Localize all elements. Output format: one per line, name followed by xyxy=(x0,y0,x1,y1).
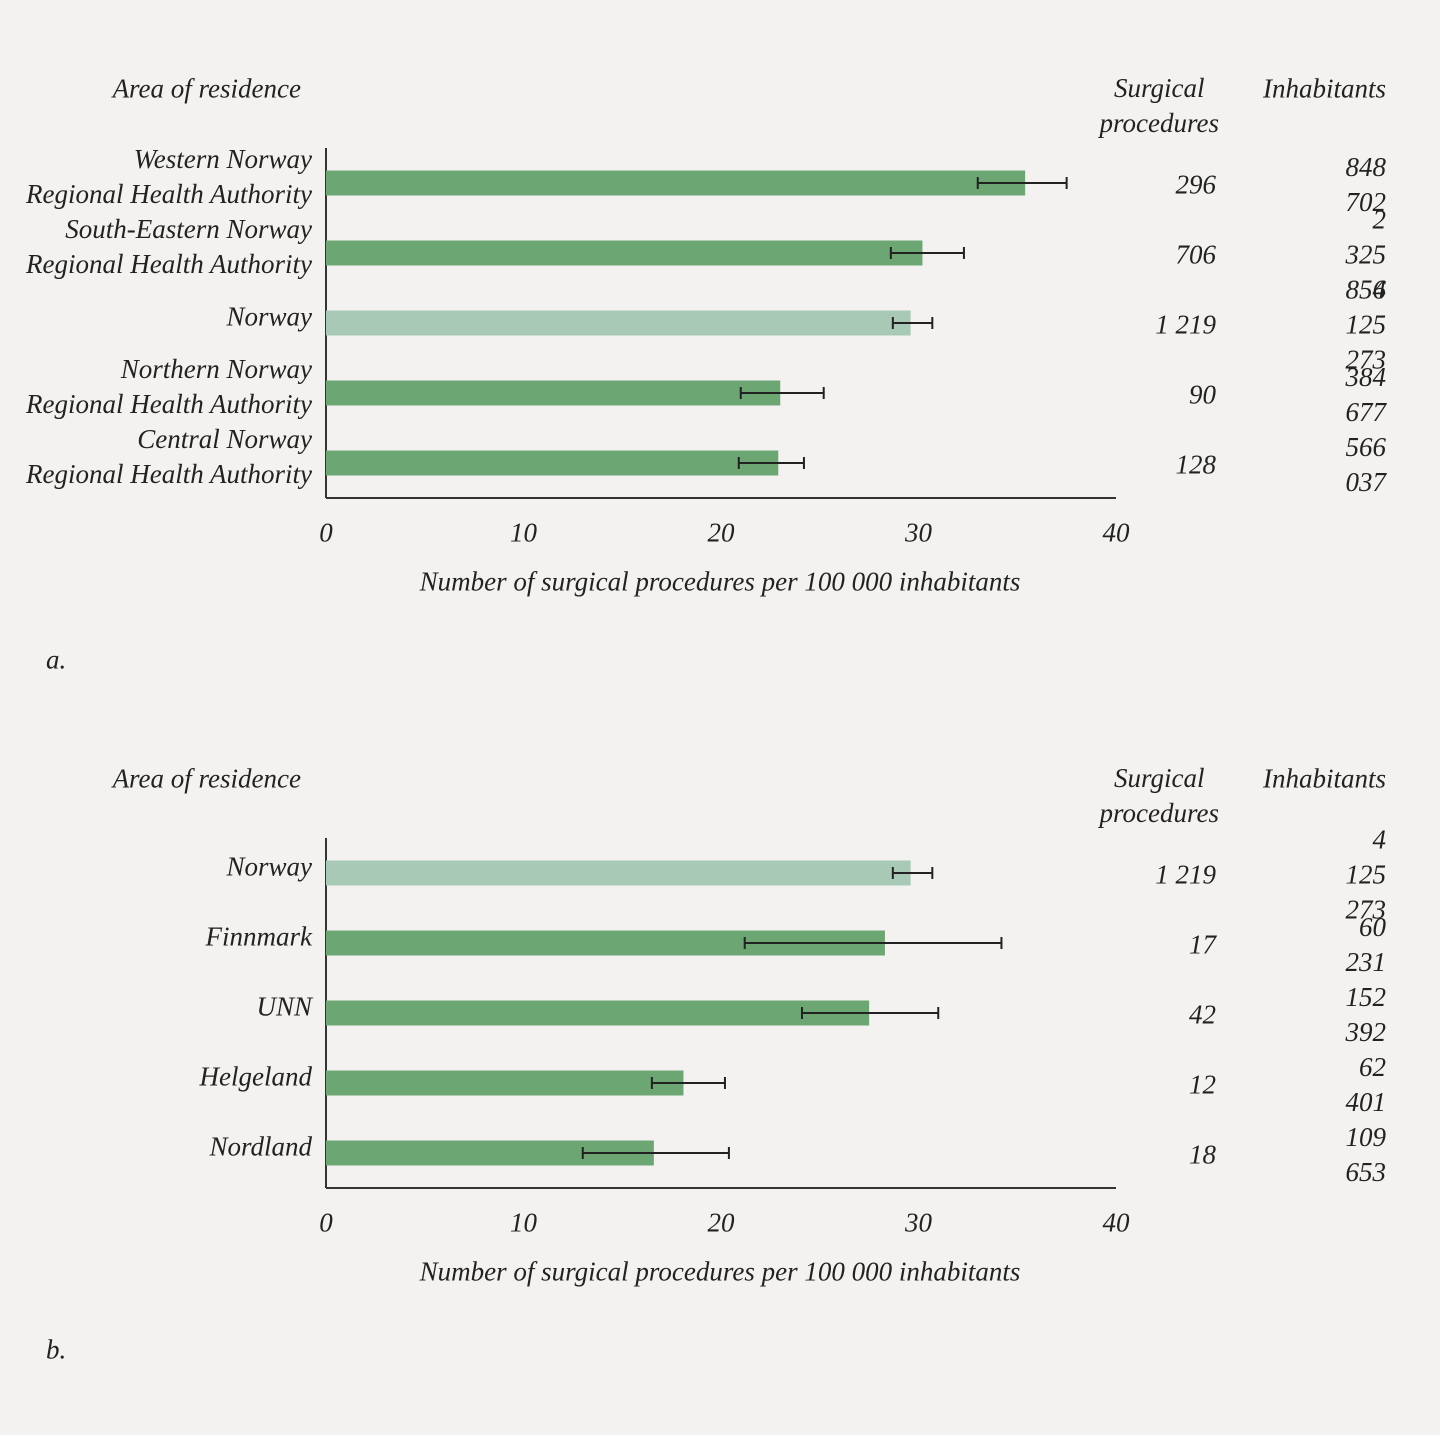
table-cell: 62 401 xyxy=(1345,1052,1387,1117)
x-tick-label: 40 xyxy=(1102,1207,1130,1238)
column-header: Surgical procedures xyxy=(1099,763,1219,828)
table-cell: 152 392 xyxy=(1345,982,1387,1047)
table-cell: 706 xyxy=(1175,239,1217,270)
error-bar xyxy=(891,317,934,329)
error-bar xyxy=(739,387,825,399)
table-cell: 1 219 xyxy=(1155,859,1216,890)
bar xyxy=(326,240,923,266)
table-cell: 128 xyxy=(1175,449,1217,480)
table-cell: 90 xyxy=(1189,379,1216,410)
error-bar xyxy=(743,937,1003,949)
category-label: Norway xyxy=(226,851,312,882)
table-cell: 12 xyxy=(1189,1069,1216,1100)
category-header: Area of residence xyxy=(112,763,301,794)
table-cell: 18 xyxy=(1189,1139,1216,1170)
bar xyxy=(326,1000,870,1026)
table-cell: 60 231 xyxy=(1345,912,1387,977)
column-header: Inhabitants xyxy=(1262,763,1386,794)
x-tick-label: 40 xyxy=(1102,517,1130,548)
x-axis-label: Number of surgical procedures per 100 00… xyxy=(419,566,1021,597)
category-label: UNN xyxy=(256,991,312,1022)
table-cell: 4 125 273 xyxy=(1345,824,1387,925)
category-label: Western Norway Regional Health Authority xyxy=(26,144,312,209)
category-label: Finnmark xyxy=(205,921,312,952)
error-bar xyxy=(891,867,934,879)
table-cell: 42 xyxy=(1189,999,1216,1030)
bar xyxy=(326,1070,684,1096)
panel-label: a. xyxy=(46,644,67,675)
bar xyxy=(326,170,1026,196)
panel-label: b. xyxy=(46,1334,67,1365)
x-tick-label: 30 xyxy=(905,517,932,548)
table-cell: 17 xyxy=(1189,929,1216,960)
x-tick-label: 30 xyxy=(905,1207,932,1238)
category-label: Central Norway Regional Health Authority xyxy=(26,424,312,489)
error-bar xyxy=(800,1007,940,1019)
error-bar xyxy=(889,247,965,259)
x-tick-label: 0 xyxy=(319,1207,333,1238)
category-label: Nordland xyxy=(209,1131,312,1162)
column-header: Surgical procedures xyxy=(1099,73,1219,138)
x-tick-label: 20 xyxy=(707,517,735,548)
bar xyxy=(326,380,781,406)
category-header: Area of residence xyxy=(112,73,301,104)
x-tick-label: 10 xyxy=(510,517,537,548)
category-label: Norway xyxy=(226,301,312,332)
error-bar xyxy=(581,1147,730,1159)
x-tick-label: 20 xyxy=(707,1207,735,1238)
table-cell: 2 325 856 xyxy=(1345,204,1387,305)
error-bar xyxy=(650,1077,726,1089)
table-cell: 848 702 xyxy=(1345,152,1387,217)
bar xyxy=(326,450,779,476)
category-label: South-Eastern Norway Regional Health Aut… xyxy=(26,214,312,279)
table-cell: 566 037 xyxy=(1345,432,1387,497)
table-cell: 109 653 xyxy=(1345,1122,1387,1187)
bar xyxy=(326,310,911,336)
table-cell: 384 677 xyxy=(1345,362,1387,427)
x-tick-label: 0 xyxy=(319,517,333,548)
error-bar xyxy=(737,457,805,469)
x-axis-label: Number of surgical procedures per 100 00… xyxy=(419,1256,1021,1287)
error-bar xyxy=(976,177,1068,189)
table-cell: 4 125 273 xyxy=(1345,274,1387,375)
column-header: Inhabitants xyxy=(1262,73,1386,104)
category-label: Northern Norway Regional Health Authorit… xyxy=(26,354,312,419)
table-cell: 296 xyxy=(1175,169,1217,200)
category-label: Helgeland xyxy=(199,1061,312,1092)
x-tick-label: 10 xyxy=(510,1207,537,1238)
bar xyxy=(326,860,911,886)
table-cell: 1 219 xyxy=(1155,309,1216,340)
